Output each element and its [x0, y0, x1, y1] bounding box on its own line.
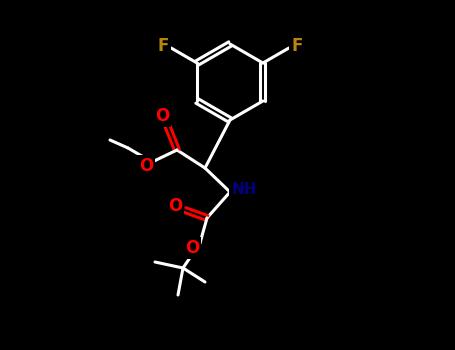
Text: O: O	[168, 197, 182, 215]
Text: F: F	[157, 37, 169, 55]
Text: O: O	[155, 107, 169, 125]
Text: F: F	[291, 37, 303, 55]
Text: NH: NH	[231, 182, 257, 197]
Text: O: O	[139, 157, 153, 175]
Text: O: O	[185, 239, 199, 257]
